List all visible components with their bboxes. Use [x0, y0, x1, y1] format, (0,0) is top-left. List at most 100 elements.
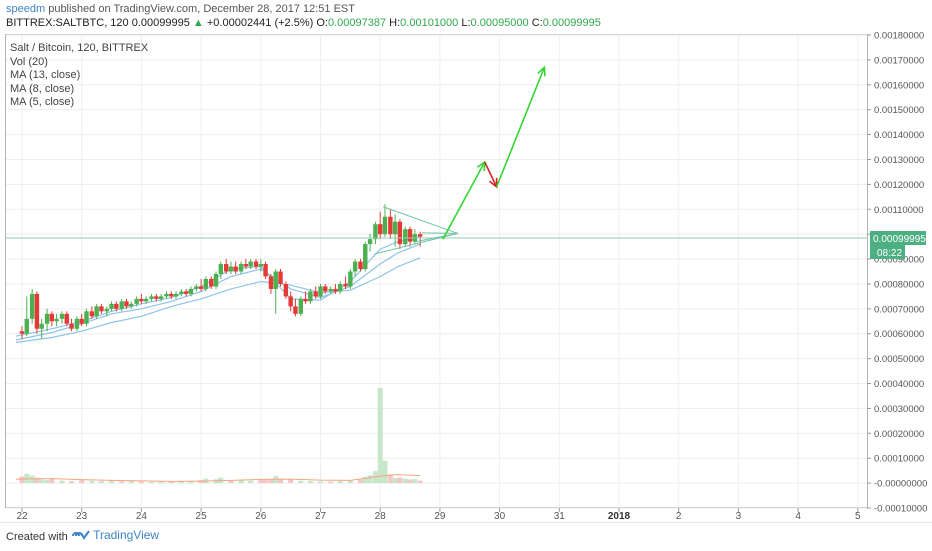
y-tick-label: 0.00140000: [874, 130, 924, 141]
candle-body: [353, 262, 357, 272]
candle-body: [199, 286, 203, 288]
volume-bar: [79, 480, 84, 483]
x-tick-label: 25: [196, 511, 208, 522]
candle-body: [393, 222, 397, 234]
legend-ma13[interactable]: MA (13, close): [10, 69, 148, 83]
candle-body: [388, 217, 392, 234]
projection-up-arrow-1-shaft: [443, 162, 485, 239]
legend-ma8[interactable]: MA (8, close): [10, 83, 148, 97]
candle-body: [328, 289, 332, 291]
y-tick-label: 0.00080000: [874, 279, 924, 290]
tradingview-logo-icon: [72, 529, 90, 541]
candle-body: [343, 284, 347, 286]
volume-bar: [248, 481, 253, 483]
x-tick-label: 2018: [608, 511, 631, 522]
time-badge: 08:22: [877, 248, 902, 259]
y-tick-label: 0.00030000: [874, 404, 924, 415]
volume-bar: [418, 481, 423, 483]
volume-bar: [159, 482, 164, 483]
candle-body: [114, 304, 118, 309]
x-tick-label: 31: [554, 511, 566, 522]
candle-body: [398, 222, 402, 244]
candle-body: [109, 304, 113, 309]
x-tick-label: 22: [16, 511, 28, 522]
volume-bar: [328, 482, 333, 483]
candle-body: [179, 291, 183, 293]
volume-bar: [358, 480, 363, 483]
y-tick-label: 0.00010000: [874, 454, 924, 465]
volume-bar: [308, 481, 313, 483]
candle-body: [293, 306, 297, 313]
y-tick-label: 0.00050000: [874, 354, 924, 365]
y-tick-label: 0.00120000: [874, 180, 924, 191]
candle-body: [248, 262, 252, 267]
candle-body: [94, 306, 98, 316]
legend-volume[interactable]: Vol (20): [10, 56, 148, 70]
candle-body: [124, 301, 128, 306]
candle-body: [149, 296, 153, 298]
volume-bar: [338, 481, 343, 483]
candle-body: [164, 294, 168, 296]
candle-body: [363, 244, 367, 269]
x-tick-label: 28: [375, 511, 387, 522]
projection-arrows: [443, 67, 545, 239]
candle-body: [25, 319, 29, 334]
candlesticks: [20, 204, 423, 338]
candle-body: [30, 294, 34, 319]
candle-body: [105, 309, 109, 311]
volume-bar: [99, 481, 104, 483]
candle-body: [224, 264, 228, 271]
volume-bar: [382, 461, 387, 483]
volume-bar: [24, 474, 29, 483]
candle-body: [50, 314, 54, 321]
y-tick-label: 0.00110000: [874, 205, 924, 216]
legend-title[interactable]: Salt / Bitcoin, 120, BITTREX: [10, 42, 148, 56]
candle-body: [129, 304, 133, 306]
candle-body: [234, 267, 238, 272]
x-tick-label: 27: [315, 511, 327, 522]
candle-body: [169, 294, 173, 296]
volume-bar: [20, 477, 25, 483]
candle-body: [303, 299, 307, 301]
y-tick-label: 0.00070000: [874, 304, 924, 315]
candle-body: [40, 324, 44, 329]
volume-bar: [318, 481, 323, 483]
candle-body: [204, 279, 208, 289]
volume-bar: [45, 480, 50, 483]
volume-bar: [263, 480, 268, 483]
x-tick-label: 30: [494, 511, 506, 522]
legend-ma5[interactable]: MA (5, close): [10, 96, 148, 110]
volume-bar: [258, 480, 263, 483]
y-tick-label: 0.00040000: [874, 379, 924, 390]
candle-body: [134, 299, 138, 304]
candle-body: [214, 274, 218, 286]
candle-body: [189, 289, 193, 294]
volume-bar: [69, 481, 74, 483]
volume-bar: [39, 479, 44, 483]
x-tick-label: 24: [136, 511, 148, 522]
candle-body: [338, 284, 342, 291]
candle-body: [239, 264, 243, 271]
candle-body: [219, 264, 223, 274]
y-tick-label: 0.00170000: [874, 55, 924, 66]
tradingview-brand[interactable]: TradingView: [72, 528, 159, 542]
candle-body: [383, 217, 387, 234]
x-tick-label: 4: [795, 511, 801, 522]
volume-bar: [393, 478, 398, 483]
candle-body: [259, 264, 263, 266]
y-tick-label: 0.00060000: [874, 329, 924, 340]
volume-bar: [288, 480, 293, 483]
y-tick-label: 0.00160000: [874, 80, 924, 91]
candle-body: [69, 324, 73, 329]
candle-body: [274, 272, 278, 289]
volume-bar: [397, 478, 402, 483]
candle-body: [288, 296, 292, 306]
candle-body: [184, 291, 188, 293]
price-badge: 0.00099995: [873, 234, 926, 245]
candle-body: [35, 294, 39, 329]
candle-body: [318, 286, 322, 296]
y-tick-label: 0.00130000: [874, 155, 924, 166]
tradingview-brand-text: TradingView: [93, 528, 159, 542]
candle-body: [244, 264, 248, 266]
